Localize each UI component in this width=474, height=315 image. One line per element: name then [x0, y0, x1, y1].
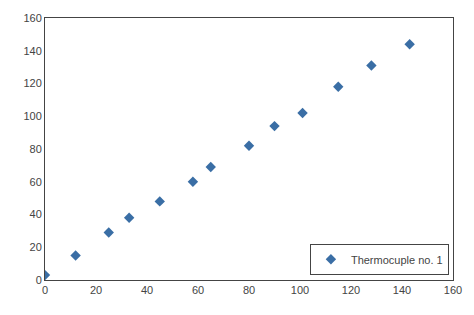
svg-text:100: 100: [23, 110, 41, 122]
svg-text:120: 120: [23, 77, 41, 89]
svg-text:20: 20: [90, 284, 102, 296]
svg-text:40: 40: [141, 284, 153, 296]
svg-text:20: 20: [30, 241, 42, 253]
svg-text:120: 120: [342, 284, 360, 296]
svg-text:80: 80: [243, 284, 255, 296]
svg-text:160: 160: [23, 12, 41, 24]
svg-text:160: 160: [444, 284, 462, 296]
svg-text:140: 140: [393, 284, 411, 296]
svg-text:100: 100: [291, 284, 309, 296]
svg-text:140: 140: [23, 45, 41, 57]
svg-text:60: 60: [192, 284, 204, 296]
svg-text:60: 60: [30, 176, 42, 188]
svg-text:0: 0: [36, 274, 42, 286]
svg-text:Thermocuple no. 1: Thermocuple no. 1: [351, 254, 443, 266]
svg-text:0: 0: [42, 284, 48, 296]
svg-text:40: 40: [30, 208, 42, 220]
svg-text:80: 80: [30, 143, 42, 155]
